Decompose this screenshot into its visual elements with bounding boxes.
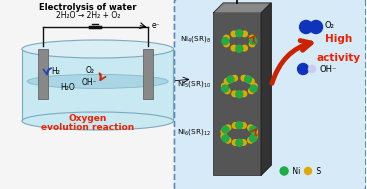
Circle shape	[252, 129, 258, 135]
Circle shape	[241, 123, 246, 128]
Circle shape	[242, 45, 247, 51]
Polygon shape	[213, 3, 271, 13]
Circle shape	[231, 31, 237, 37]
Ellipse shape	[22, 112, 174, 130]
Circle shape	[299, 20, 313, 33]
Text: H₂: H₂	[51, 67, 60, 76]
Circle shape	[248, 125, 253, 131]
Ellipse shape	[22, 40, 174, 58]
Circle shape	[222, 135, 229, 142]
Text: OH⁻: OH⁻	[82, 78, 98, 87]
Circle shape	[248, 78, 254, 84]
Circle shape	[250, 37, 257, 44]
Text: Ni: Ni	[290, 167, 301, 176]
Text: Oxygen: Oxygen	[69, 114, 107, 123]
Circle shape	[250, 126, 257, 133]
Circle shape	[224, 78, 230, 84]
Circle shape	[222, 126, 229, 133]
Circle shape	[224, 41, 229, 47]
Circle shape	[248, 137, 253, 143]
Circle shape	[252, 133, 258, 139]
Circle shape	[221, 129, 227, 135]
Text: $\mathregular{Ni_4(SR)_8}$: $\mathregular{Ni_4(SR)_8}$	[180, 34, 211, 44]
Circle shape	[249, 41, 255, 47]
Circle shape	[232, 91, 237, 97]
Text: activity: activity	[317, 53, 361, 63]
Text: e⁻: e⁻	[152, 22, 160, 30]
Circle shape	[236, 139, 243, 146]
Circle shape	[232, 123, 238, 128]
Circle shape	[231, 45, 237, 51]
Circle shape	[227, 76, 234, 83]
Circle shape	[250, 85, 257, 92]
Circle shape	[224, 88, 230, 94]
Circle shape	[241, 140, 246, 145]
Circle shape	[309, 20, 323, 33]
Circle shape	[241, 75, 247, 81]
Text: O₂: O₂	[85, 66, 94, 75]
Circle shape	[242, 31, 247, 37]
Text: Electrolysis of water: Electrolysis of water	[39, 3, 137, 12]
Circle shape	[222, 83, 227, 89]
Text: 2H₂O → 2H₂ + O₂: 2H₂O → 2H₂ + O₂	[55, 11, 120, 20]
Circle shape	[251, 83, 257, 89]
Circle shape	[250, 135, 257, 142]
Circle shape	[225, 125, 231, 131]
Text: $\mathregular{Ni_5(SR)_{10}}$: $\mathregular{Ni_5(SR)_{10}}$	[177, 79, 211, 89]
Circle shape	[308, 65, 316, 73]
Circle shape	[224, 35, 229, 41]
FancyBboxPatch shape	[174, 0, 366, 189]
Text: High: High	[325, 34, 353, 44]
Bar	[142, 49, 153, 99]
Circle shape	[305, 167, 312, 174]
Text: evolution reaction: evolution reaction	[41, 123, 134, 132]
Circle shape	[241, 91, 247, 97]
Ellipse shape	[27, 74, 168, 88]
Circle shape	[236, 45, 243, 52]
Circle shape	[232, 140, 238, 145]
Text: O₂: O₂	[325, 22, 335, 30]
Text: S: S	[314, 167, 321, 176]
Bar	[213, 13, 261, 175]
Text: H₂O: H₂O	[61, 83, 75, 92]
Circle shape	[244, 76, 251, 83]
Circle shape	[232, 75, 237, 81]
Circle shape	[298, 64, 309, 74]
Circle shape	[248, 88, 254, 94]
Circle shape	[236, 122, 243, 129]
Circle shape	[280, 167, 288, 175]
Polygon shape	[261, 3, 271, 175]
Text: $\mathregular{Ni_6(SR)_{12}}$: $\mathregular{Ni_6(SR)_{12}}$	[177, 127, 211, 137]
Circle shape	[225, 137, 231, 143]
Circle shape	[236, 91, 243, 98]
Bar	[38, 49, 48, 99]
Circle shape	[249, 35, 255, 41]
Circle shape	[222, 85, 229, 92]
Bar	[22, 49, 174, 121]
Circle shape	[236, 30, 243, 37]
Circle shape	[222, 37, 229, 44]
Circle shape	[221, 133, 227, 139]
Text: OH⁻: OH⁻	[319, 64, 337, 74]
